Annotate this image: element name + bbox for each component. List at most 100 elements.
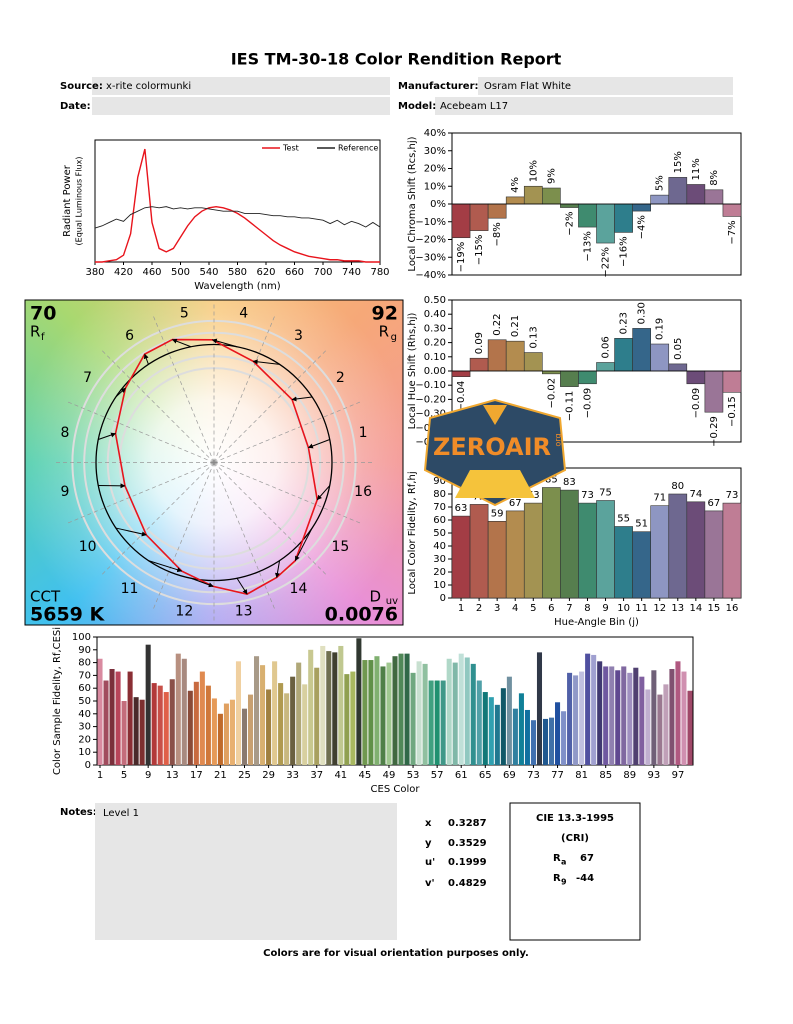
value-label: −4% xyxy=(637,215,648,239)
bar xyxy=(596,500,615,599)
field-box xyxy=(92,97,390,115)
shift-arrow xyxy=(316,485,331,501)
bar xyxy=(512,708,518,765)
bar xyxy=(374,656,380,765)
bar xyxy=(416,661,422,765)
value-label: 73 xyxy=(581,490,594,501)
bar xyxy=(639,676,645,765)
bin-divider xyxy=(213,350,326,463)
bar xyxy=(241,708,248,765)
bar xyxy=(560,370,579,387)
cri-value: -44 xyxy=(576,873,594,884)
metric-value: 0.1999 xyxy=(448,857,487,868)
bin-divider xyxy=(213,401,361,463)
rf-label: R xyxy=(30,323,40,341)
x-tick-label: 14 xyxy=(689,603,702,614)
bar xyxy=(523,352,543,372)
bin-label: 3 xyxy=(294,328,303,344)
bar xyxy=(597,661,603,765)
bar xyxy=(464,657,470,765)
value-label: 15% xyxy=(673,151,684,173)
bar xyxy=(621,666,627,765)
y-tick-label: −0.10 xyxy=(415,380,446,391)
shift-arrow xyxy=(190,577,214,588)
y-tick-label: 60 xyxy=(78,683,91,694)
bin-divider xyxy=(213,462,275,609)
value-label: −7% xyxy=(727,220,738,244)
y-tick-label: 30 xyxy=(78,722,91,733)
bar xyxy=(578,370,597,385)
value-label: 74 xyxy=(689,489,702,500)
bar xyxy=(603,666,609,765)
shift-arrow xyxy=(115,527,147,537)
x-tick-label: 500 xyxy=(171,267,190,278)
bar xyxy=(398,653,404,765)
x-tick-label: 49 xyxy=(383,770,396,781)
watermark-sub: org xyxy=(554,433,563,446)
bar xyxy=(127,671,133,765)
x-axis-label: Wavelength (nm) xyxy=(194,281,280,292)
bar xyxy=(487,203,507,219)
x-tick-label: 9 xyxy=(145,770,151,781)
bin-divider xyxy=(102,462,215,575)
bar xyxy=(614,203,633,233)
x-tick-label: 37 xyxy=(310,770,323,781)
bar xyxy=(476,680,482,765)
value-label: −2% xyxy=(564,212,575,236)
y-tick-label: 70 xyxy=(433,502,446,513)
metric-label: v' xyxy=(425,878,435,889)
y-tick-label: −10% xyxy=(415,217,446,228)
cri-value: 67 xyxy=(580,853,594,864)
y-axis-label: Color Sample Fidelity, Rf,CESi xyxy=(52,627,63,775)
y-tick-label: −0.20 xyxy=(415,394,446,405)
x-tick-label: 460 xyxy=(142,267,161,278)
notes-label: Notes: xyxy=(60,807,97,818)
duv-label: D xyxy=(369,588,381,606)
shift-arrow xyxy=(98,432,116,440)
x-tick-label: 77 xyxy=(551,770,564,781)
y-tick-label: −30% xyxy=(415,252,446,263)
y-axis-note: (Equal Luminous Flux) xyxy=(75,157,84,246)
bar xyxy=(663,684,669,765)
bar xyxy=(139,699,145,765)
value-label: −0.09 xyxy=(582,388,593,419)
bar xyxy=(296,662,302,765)
bar xyxy=(308,649,314,765)
rg-sub: g xyxy=(391,332,397,343)
x-axis-label: Hue-Angle Bin (j) xyxy=(554,617,639,628)
bar xyxy=(615,670,621,765)
rg-label: R xyxy=(379,323,389,341)
y-tick-label: 100 xyxy=(72,632,91,643)
bar xyxy=(494,704,500,765)
bin-label: 6 xyxy=(125,328,134,344)
metric-value: 0.3529 xyxy=(448,838,487,849)
bar xyxy=(650,194,670,205)
x-tick-label: 9 xyxy=(602,603,608,614)
value-label: 10% xyxy=(528,160,539,182)
x-tick-label: 57 xyxy=(431,770,444,781)
bar xyxy=(657,694,663,765)
bar xyxy=(578,502,597,599)
x-tick-label: 3 xyxy=(494,603,500,614)
value-label: 59 xyxy=(491,508,504,519)
x-tick-label: 41 xyxy=(334,770,347,781)
x-tick-label: 8 xyxy=(584,603,590,614)
value-label: 67 xyxy=(708,498,721,509)
value-label: 5% xyxy=(655,175,666,191)
bar xyxy=(338,645,344,765)
cri-title: CIE 13.3-1995 xyxy=(536,813,614,824)
watermark-icon xyxy=(483,405,507,425)
y-tick-label: 70 xyxy=(78,670,91,681)
bar xyxy=(344,674,350,765)
value-label: 71 xyxy=(653,493,666,504)
duv-value: 0.0076 xyxy=(325,604,398,626)
bin-divider xyxy=(67,462,215,524)
bar xyxy=(205,685,211,765)
bar xyxy=(614,338,633,372)
vector-frame xyxy=(24,299,404,626)
x-tick-label: 620 xyxy=(256,267,275,278)
bar xyxy=(163,692,169,765)
bin-divider xyxy=(102,350,215,463)
bar xyxy=(518,693,524,765)
x-tick-label: 700 xyxy=(313,267,332,278)
